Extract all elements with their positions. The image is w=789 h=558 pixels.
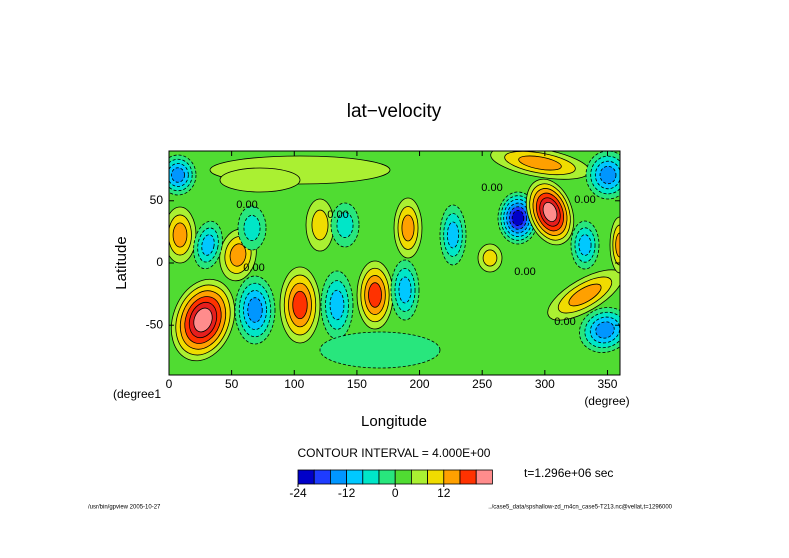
contour-field: 0.00 0.00 0.00 0.00 0.00 0.00 0.00 (169, 151, 620, 375)
x-tick-label: 200 (410, 377, 430, 391)
x-tick-label: 150 (347, 377, 367, 391)
chart-title: lat−velocity (347, 101, 442, 122)
contour-interval: CONTOUR INTERVAL = 4.000E+00 (298, 446, 491, 460)
colorbar-box (394, 469, 412, 485)
contour-label: 0.00 (514, 266, 535, 278)
colorbar-box (443, 469, 461, 485)
contour-fill (172, 222, 188, 248)
contour-label: 0.00 (243, 262, 264, 274)
colorbar-box (410, 469, 428, 485)
colorbar-box (297, 469, 315, 485)
x-tick-label: 300 (535, 377, 555, 391)
contour-fill (518, 155, 562, 171)
y-axis-label: Latitude (113, 236, 130, 289)
footer-right: ../case5_data/spshallow-zd_m4cn_case5-T2… (488, 505, 672, 511)
contour-fill (568, 283, 602, 307)
colorbar-box (329, 469, 347, 485)
contour-fill (247, 297, 263, 323)
contour-fill (398, 276, 412, 304)
contour-fill (615, 232, 620, 258)
colorbar-box (427, 469, 445, 485)
x-tick-label: 0 (166, 377, 173, 391)
contour-fill (578, 234, 592, 256)
colorbar-tick-label: 0 (392, 486, 399, 500)
y-tick-label: 0 (156, 255, 163, 269)
x-tick-label: 350 (597, 377, 617, 391)
contour-fill (336, 211, 354, 239)
colorbar-box (313, 469, 331, 485)
contour-fill (319, 331, 441, 369)
y-tick-label: 50 (150, 193, 164, 207)
contour-fill (292, 290, 308, 320)
x-tick-label: 250 (472, 377, 492, 391)
contour-fill (595, 321, 615, 339)
contour-fill (171, 167, 185, 183)
contour-label: 0.00 (236, 199, 257, 211)
colorbar-box (362, 469, 380, 485)
y-axis-unit: (degree1 (113, 387, 161, 401)
contour-fill (401, 214, 415, 242)
colorbar-box (475, 469, 493, 485)
colorbar-box (459, 469, 477, 485)
contour-label: 0.00 (554, 316, 575, 328)
x-tick-label: 50 (225, 377, 239, 391)
time-label: t=1.296e+06 sec (524, 466, 613, 480)
footer-left: /usr/bin/gpview 2005-10-27 (88, 505, 161, 511)
contour-fill (201, 234, 215, 256)
contour-fill (482, 249, 498, 267)
contour-fill (243, 214, 261, 242)
contour-fill (542, 202, 558, 222)
contour-fill (446, 221, 460, 249)
contour-fill (193, 307, 213, 333)
x-axis-label: Longitude (361, 413, 427, 430)
contour-fill (311, 209, 329, 241)
contour-fill (511, 210, 525, 226)
contour-fill (229, 243, 247, 267)
y-tick-label: -50 (146, 317, 164, 331)
contour-label: 0.00 (327, 209, 348, 221)
contour-fill (219, 167, 301, 193)
contour-label: 0.00 (481, 182, 502, 194)
contour-fill (329, 289, 345, 321)
contour-fill (368, 282, 382, 308)
colorbar-tick-label: 12 (437, 486, 451, 500)
x-tick-label: 100 (284, 377, 304, 391)
contour-label: 0.00 (574, 194, 595, 206)
colorbar-box (378, 469, 396, 485)
contour-fill (599, 165, 617, 185)
colorbar-tick-label: -12 (338, 486, 356, 500)
colorbar-box (346, 469, 364, 485)
colorbar-tick-label: -24 (289, 486, 307, 500)
x-axis-unit: (degree) (584, 394, 629, 408)
